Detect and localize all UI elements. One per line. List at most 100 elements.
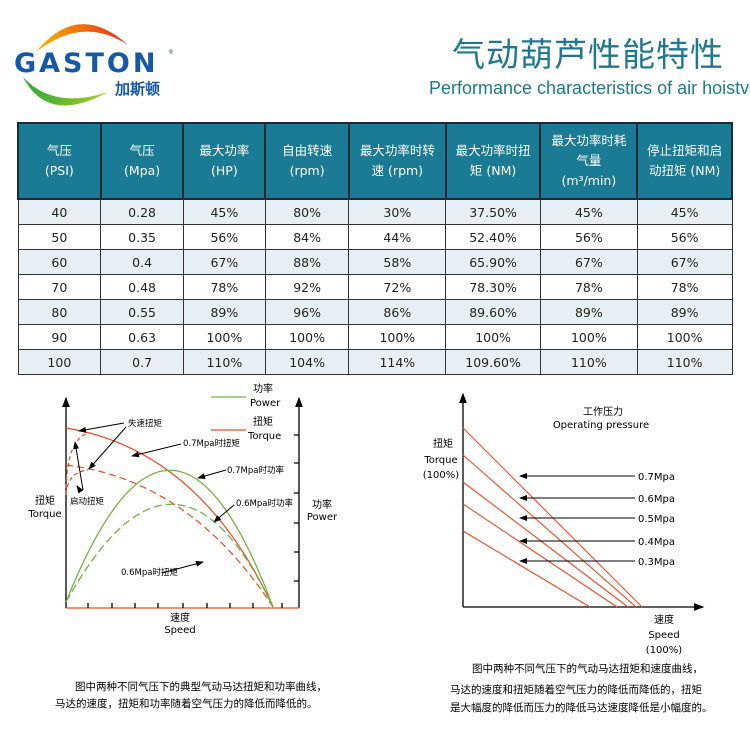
table-cell: 30% <box>348 198 447 225</box>
table-cell: 52.40% <box>445 224 541 250</box>
column-header-line: 自由转速 <box>282 143 333 158</box>
column-header-line: 最大功率 <box>199 143 250 158</box>
y-axis-label-cn: 扭矩 <box>433 437 453 450</box>
column-header: 气压 (PSI) <box>17 122 102 200</box>
table-cell: 78% <box>636 274 733 300</box>
y2-axis-label-cn: 功率 <box>312 498 332 511</box>
table-cell: 67% <box>182 249 266 275</box>
table-row: 80 0.55 89% 96% 86% 89.60% 89% 89% <box>17 299 733 325</box>
column-header-line: 停止扭矩和启 <box>647 143 723 158</box>
column-header-line: (m³/min) <box>561 173 617 188</box>
svg-text:GASTON: GASTON <box>14 48 158 79</box>
table-cell: 86% <box>348 299 447 325</box>
label-torque-0.6mpa: 0.6Mpa时扭矩 <box>121 567 178 578</box>
pressure-line-0.6mpa <box>462 454 637 608</box>
table-cell: 92% <box>264 274 350 300</box>
start-torque-curve-0.7mpa <box>65 432 89 496</box>
page-title: 气动葫芦性能特性 <box>452 35 724 74</box>
table-cell: 45% <box>636 198 733 225</box>
table-cell: 89.60% <box>445 299 541 325</box>
table-cell: 40 <box>17 198 102 225</box>
x-axis-label-cn: 速度 <box>654 613 674 626</box>
start-torque-curve-0.6mpa <box>65 469 89 495</box>
svg-text:®: ® <box>168 49 174 56</box>
table-cell: 100% <box>539 324 638 350</box>
table-cell: 65.90% <box>445 249 541 275</box>
gaston-logo: GASTON ® 加斯顿 <box>14 24 174 106</box>
table-cell: 80 <box>17 299 102 325</box>
legend-power-en: Power <box>250 398 281 409</box>
power-curve-0.7mpa <box>65 469 274 608</box>
svg-text:加斯顿: 加斯顿 <box>114 80 160 98</box>
table-row: 70 0.48 78% 92% 72% 78.30% 78% 78% <box>17 274 733 300</box>
table-cell: 67% <box>636 249 733 275</box>
column-header: 气压 (Mpa) <box>99 122 185 200</box>
table-cell: 96% <box>264 299 350 325</box>
column-header-line: 动扭矩 (NM) <box>648 163 721 178</box>
table-cell: 0.7 <box>100 349 184 375</box>
pressure-line-0.4mpa <box>462 503 618 608</box>
table-header-row: 气压 (PSI) 气压 (Mpa) 最大功率 (HP) 自由转速 (rpm) 最大功率时转速 (… <box>17 122 733 200</box>
table-cell: 0.63 <box>100 324 184 350</box>
table-row: 90 0.63 100% 100% 100% 100% 100% 100% <box>17 324 733 350</box>
y-axis-unit: (100%) <box>423 470 459 481</box>
table-cell: 80% <box>264 198 350 225</box>
x-axis-label-cn: 速度 <box>170 611 190 624</box>
pressure-line-0.3mpa <box>462 530 591 608</box>
column-header-line: 矩 (NM) <box>469 163 517 178</box>
table-cell: 84% <box>264 224 350 250</box>
caption-line: 马达的速度，扭矩和功率随着空气压力的降低而降低的。 <box>55 697 318 710</box>
label-0.4mpa: 0.4Mpa <box>638 537 675 548</box>
y-axis-label-cn: 扭矩 <box>35 494 55 507</box>
performance-table: 气压 (PSI) 气压 (Mpa) 最大功率 (HP) 自由转速 (rpm) 最大功率时转速 (… <box>17 122 733 375</box>
table-cell: 100% <box>348 324 447 350</box>
table-cell: 89% <box>636 299 733 325</box>
column-header-line: (PSI) <box>44 163 74 178</box>
caption-line: 是大幅度的降低而压力的降低马达速度降低是小幅度的。 <box>450 701 713 714</box>
table-row: 50 0.35 56% 84% 44% 52.40% 56% 56% <box>17 224 733 250</box>
table-cell: 110% <box>636 349 733 375</box>
column-header-line: 气量 <box>576 153 602 168</box>
y-axis-label-en: Torque <box>27 509 61 520</box>
table-cell: 114% <box>348 349 447 375</box>
table-cell: 110% <box>539 349 638 375</box>
table-cell: 56% <box>539 224 638 250</box>
table-row: 60 0.4 67% 88% 58% 65.90% 67% 67% <box>17 249 733 275</box>
column-header: 最大功率 (HP) <box>182 122 267 200</box>
torque-speed-chart: 0.7Mpa 0.6Mpa 0.5Mpa 0.4Mpa 0.3Mpa 工作压力 … <box>423 392 713 714</box>
table-cell: 45% <box>539 198 638 225</box>
table-cell: 0.48 <box>100 274 184 300</box>
table-cell: 67% <box>539 249 638 275</box>
table-cell: 60 <box>17 249 102 275</box>
column-header-line: (rpm) <box>289 163 325 178</box>
y2-axis-label-en: Power <box>307 512 338 523</box>
label-0.5mpa: 0.5Mpa <box>638 514 675 525</box>
table-cell: 45% <box>182 198 266 225</box>
table-cell: 0.28 <box>100 198 184 225</box>
table-cell: 110% <box>182 349 266 375</box>
caption-line: 图中两种不同气压下的气动马达扭矩和速度曲线， <box>472 662 703 675</box>
y-axis-label-en: Torque <box>423 455 457 466</box>
label-start-torque: 启动扭矩 <box>70 496 105 507</box>
torque-curve-0.6mpa <box>65 464 274 608</box>
table-cell: 109.60% <box>445 349 541 375</box>
table-cell: 104% <box>264 349 350 375</box>
column-header: 最大功率时耗 气量 (m³/min) <box>539 122 639 200</box>
column-header: 停止扭矩和启 动扭矩 (NM) <box>636 122 733 200</box>
table-cell: 100% <box>636 324 733 350</box>
table-cell: 50 <box>17 224 102 250</box>
label-0.7mpa: 0.7Mpa <box>638 472 675 483</box>
torque-curve-0.7mpa <box>65 427 274 608</box>
column-header-line: (HP) <box>211 163 238 178</box>
legend-torque-en: Torque <box>247 431 281 442</box>
x-axis-label-en: Speed <box>648 630 679 641</box>
table-cell: 100 <box>17 349 102 375</box>
table-cell: 37.50% <box>445 198 541 225</box>
table-cell: 44% <box>348 224 447 250</box>
title-cn: 工作压力 <box>583 405 623 418</box>
column-header-line: 最大功率时扭 <box>455 143 531 158</box>
label-power-0.7mpa: 0.7Mpa时功率 <box>227 465 284 476</box>
column-header-line: 最大功率时耗 <box>551 133 627 148</box>
table-cell: 89% <box>539 299 638 325</box>
